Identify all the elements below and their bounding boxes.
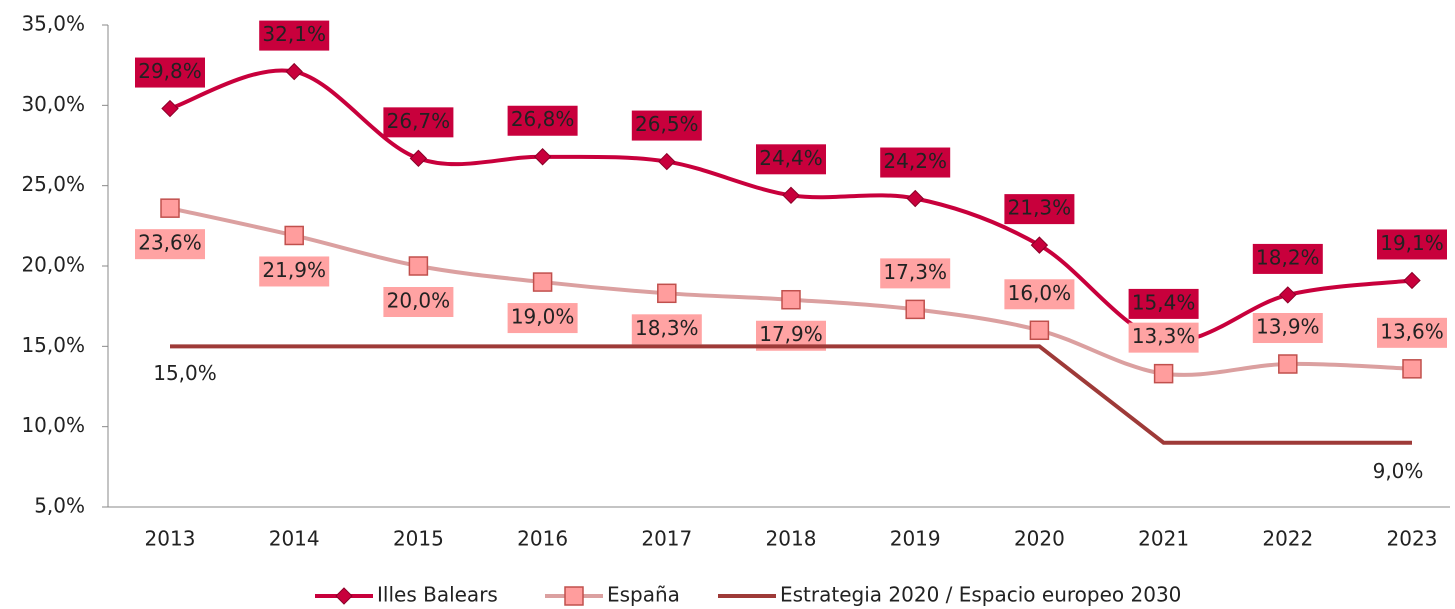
label-box (1252, 313, 1323, 344)
x-tick-label: 2015 (393, 527, 444, 551)
label-box (1377, 229, 1447, 260)
point (1403, 271, 1421, 290)
legend-marker (564, 586, 584, 606)
point (782, 186, 800, 205)
x-tick-label: 2017 (641, 527, 692, 551)
data-label: 19,0% (511, 305, 575, 329)
data-label: 13,9% (1256, 315, 1320, 339)
x-tick-label: 2023 (1387, 527, 1438, 551)
data-label: 32,1% (262, 22, 326, 46)
point (1279, 286, 1297, 304)
point (781, 289, 801, 310)
label-box (631, 110, 702, 141)
label-box (1004, 194, 1075, 225)
data-label: 26,5% (635, 112, 699, 136)
label-box (880, 147, 951, 178)
point (408, 256, 429, 276)
data-label: 23,6% (138, 231, 202, 255)
data-label: 17,3% (883, 260, 947, 284)
data-label: 15,4% (1132, 290, 1196, 314)
label-box (880, 258, 951, 289)
data-label: 24,4% (759, 146, 823, 170)
data-label: 26,8% (511, 107, 575, 131)
label-box (507, 303, 578, 334)
label-box (1252, 243, 1323, 274)
data-label: 13,6% (1380, 319, 1444, 343)
y-tick-label: 15,0% (21, 333, 85, 357)
y-tick-label: 5,0% (34, 494, 85, 518)
point (1278, 354, 1298, 374)
x-tick-label: 2020 (1014, 527, 1065, 551)
point (409, 149, 428, 168)
point (161, 99, 179, 118)
point (532, 272, 553, 292)
point (285, 62, 303, 81)
point (906, 189, 924, 208)
data-label: 26,7% (387, 109, 451, 133)
legend-label: España (607, 583, 680, 607)
point (1402, 359, 1422, 379)
label-box (631, 314, 702, 345)
series-line (170, 344, 1412, 445)
data-label: 19,1% (1380, 231, 1444, 255)
label-box (135, 229, 205, 260)
data-label: 16,0% (1008, 281, 1072, 305)
label-box (1128, 288, 1199, 319)
data-label: 18,2% (1256, 245, 1320, 269)
x-tick-label: 2021 (1138, 527, 1189, 551)
point (1029, 320, 1050, 341)
x-tick-label: 2022 (1262, 527, 1313, 551)
label-box (135, 57, 205, 88)
x-tick-label: 2013 (145, 527, 196, 551)
label-box (1128, 322, 1199, 353)
label-box (507, 105, 578, 136)
data-label: 20,0% (387, 289, 451, 313)
point (658, 152, 676, 171)
y-tick-label: 20,0% (21, 253, 85, 277)
x-tick-label: 2016 (517, 527, 568, 551)
label-box (383, 287, 454, 317)
legend-label: Illes Balears (377, 583, 498, 607)
x-tick-label: 2018 (766, 527, 817, 551)
x-tick-label: 2019 (890, 527, 941, 551)
label-box (1004, 279, 1075, 310)
point (533, 148, 552, 166)
data-label: 17,9% (759, 322, 823, 346)
point (160, 198, 180, 218)
data-label: 18,3% (635, 316, 699, 340)
legend-label: Estrategia 2020 / Espacio europeo 2030 (780, 583, 1181, 607)
label-box (756, 144, 826, 175)
y-tick-label: 25,0% (21, 172, 85, 196)
y-tick-label: 35,0% (21, 12, 85, 36)
y-tick-label: 30,0% (21, 92, 85, 116)
point (905, 299, 925, 320)
data-label: 9,0% (1373, 459, 1424, 483)
point (1030, 236, 1049, 254)
data-label: 15,0% (153, 361, 217, 385)
data-label: 21,3% (1008, 196, 1072, 220)
data-label: 21,9% (262, 258, 326, 282)
y-tick-label: 10,0% (21, 413, 85, 437)
label-box (259, 20, 330, 51)
data-label: 24,2% (883, 149, 947, 173)
point (1153, 363, 1174, 384)
label-box (1377, 317, 1447, 348)
legend-marker (335, 587, 353, 605)
x-tick-label: 2014 (269, 527, 320, 551)
data-label: 29,8% (138, 59, 202, 83)
data-label: 13,3% (1132, 324, 1196, 348)
point (657, 283, 677, 304)
label-box (383, 107, 454, 138)
label-box (259, 256, 330, 287)
point (284, 225, 304, 246)
